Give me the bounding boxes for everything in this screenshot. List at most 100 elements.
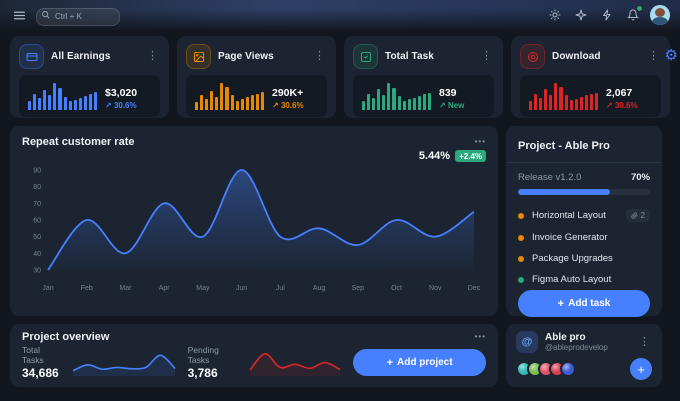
svg-text:40: 40 (33, 251, 41, 258)
svg-text:Apr: Apr (159, 285, 171, 292)
svg-text:Sep: Sep (352, 285, 365, 292)
svg-text:Dec: Dec (468, 285, 481, 292)
panel-title: Project - Able Pro (518, 140, 610, 152)
task-status-dot (518, 212, 524, 219)
team-handle: @ableprodevelop (545, 343, 608, 353)
svg-text:50: 50 (33, 234, 41, 241)
paperclip-icon (630, 212, 638, 219)
release-label: Release v1.2.0 (518, 172, 582, 183)
search-box (36, 6, 120, 26)
stat-card-title: All Earnings (51, 51, 111, 62)
rate-value: 5.44% (418, 150, 451, 162)
progress-fill (518, 189, 611, 195)
task-label: Figma Auto Layout (532, 274, 612, 285)
total-tasks-value: 34,686 (22, 366, 59, 380)
svg-text:Jul: Jul (276, 285, 285, 292)
at-sign-icon: @ (516, 331, 538, 353)
stat-card-page-views: Page Views ⋮ 290K+ ↗ 30.6% (177, 36, 336, 118)
stat-value: 290K+ (272, 87, 304, 99)
menu-icon[interactable] (10, 6, 28, 24)
dashboard-content: All Earnings ⋮ $3,020 ↗ 30.6% Page Views… (0, 30, 680, 387)
search-input[interactable] (36, 7, 120, 26)
total-tasks-stat: Total Tasks 34,686 (22, 345, 60, 380)
kebab-menu-icon[interactable]: ⋮ (314, 50, 325, 62)
member-avatar (560, 361, 576, 377)
theme-sun-icon[interactable] (546, 6, 564, 24)
svg-text:60: 60 (33, 218, 41, 225)
task-item[interactable]: Figma Auto Layout (518, 269, 650, 290)
add-task-button[interactable]: + Add task (518, 290, 650, 317)
ellipsis-menu-icon[interactable]: ••• (474, 137, 486, 146)
top-navbar (0, 0, 680, 30)
stat-cards-row: All Earnings ⋮ $3,020 ↗ 30.6% Page Views… (10, 36, 670, 118)
add-member-button[interactable]: + (630, 358, 652, 380)
rate-delta-badge: +2.4% (455, 150, 486, 162)
task-item[interactable]: Horizontal Layout 2 (518, 204, 650, 227)
member-avatars (516, 361, 576, 377)
svg-text:May: May (196, 285, 210, 292)
stat-delta: ↗ 30.6% (105, 101, 137, 110)
task-label: Package Upgrades (532, 253, 613, 264)
task-status-dot (518, 255, 524, 262)
image-icon (186, 44, 211, 69)
svg-text:30: 30 (33, 268, 41, 275)
notifications-bell-icon[interactable] (624, 5, 643, 24)
repeat-customer-card: Repeat customer rate ••• 5.44% +2.4% 30 4… (10, 126, 498, 316)
task-list: Horizontal Layout 2 Invoice Generator Pa… (518, 204, 650, 290)
svg-text:Nov: Nov (429, 285, 442, 292)
card-title: Project overview (22, 331, 110, 343)
plus-icon: + (386, 356, 393, 369)
target-icon (520, 44, 545, 69)
plus-icon: + (557, 297, 565, 310)
settings-gear-icon[interactable]: ⚙ (664, 47, 678, 64)
stat-card-body: $3,020 ↗ 30.6% (19, 75, 160, 117)
mini-bar-chart (195, 83, 265, 110)
task-status-dot (518, 276, 524, 283)
task-status-dot (518, 234, 524, 241)
kebab-menu-icon[interactable]: ⋮ (648, 50, 659, 62)
stat-delta: ↗ New (439, 101, 465, 110)
mini-bar-chart (529, 83, 599, 110)
svg-text:Mar: Mar (119, 285, 132, 292)
task-label: Invoice Generator (532, 232, 608, 243)
stat-card-body: 290K+ ↗ 30.6% (186, 75, 327, 117)
stat-delta: ↗ 30.6% (272, 101, 304, 110)
pending-tasks-stat: Pending Tasks 3,786 (188, 345, 238, 380)
ellipsis-menu-icon[interactable]: ••• (474, 332, 486, 341)
mini-bar-chart (28, 83, 98, 110)
task-item[interactable]: Package Upgrades (518, 248, 650, 269)
stat-value: $3,020 (105, 87, 138, 99)
task-item[interactable]: Invoice Generator (518, 227, 650, 248)
stat-delta: ↗ 30.6% (606, 101, 638, 110)
total-tasks-sparkline (72, 354, 176, 376)
total-tasks-label: Total Tasks (22, 345, 44, 365)
project-overview-card: Project overview ••• Total Tasks 34,686 … (10, 324, 498, 387)
stat-value: 2,067 (606, 87, 633, 99)
pending-tasks-sparkline (249, 352, 341, 376)
avatar-face (655, 8, 665, 17)
stat-card-all-earnings: All Earnings ⋮ $3,020 ↗ 30.6% (10, 36, 169, 118)
stat-value: 839 (439, 87, 457, 99)
project-able-pro-panel: Project - Able Pro Release v1.2.0 70% Ho… (506, 126, 662, 317)
user-avatar[interactable] (650, 5, 670, 25)
svg-text:Aug: Aug (313, 285, 326, 292)
add-project-button[interactable]: + Add project (353, 349, 486, 376)
attachment-badge: 2 (625, 209, 650, 222)
stat-card-title: Download (552, 51, 601, 62)
kebab-menu-icon[interactable]: ⋮ (481, 50, 492, 62)
team-name: Able pro (545, 331, 586, 343)
stat-card-title: Page Views (218, 51, 274, 62)
notification-badge (636, 5, 643, 12)
kebab-menu-icon[interactable]: ⋮ (147, 50, 158, 62)
avatar-body (652, 17, 668, 25)
star-icon[interactable] (572, 6, 590, 24)
svg-text:90: 90 (33, 168, 41, 175)
kebab-menu-icon[interactable]: ⋮ (639, 335, 650, 348)
flash-icon[interactable] (598, 6, 616, 24)
repeat-customer-chart: 30 40 50 60 70 80 90 Jan Feb Mar Apr May Jun Jul Aug Se… (33, 168, 481, 293)
svg-text:Oct: Oct (391, 285, 402, 292)
svg-text:Jun: Jun (236, 285, 247, 292)
svg-text:70: 70 (33, 201, 41, 208)
pending-tasks-label: Pending Tasks (187, 345, 219, 365)
able-pro-team-card: @ Able pro @ableprodevelop ⋮ + (506, 324, 662, 387)
